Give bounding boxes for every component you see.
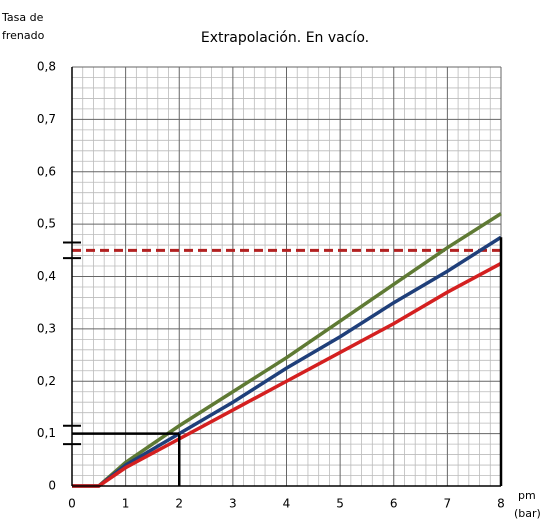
- series-line: [72, 261, 502, 488]
- y-tick-label: 0,5: [37, 217, 56, 231]
- y-tick-label: 0: [48, 479, 56, 493]
- y-tick-label: 0,3: [37, 321, 56, 335]
- x-tick-label: 2: [175, 497, 183, 511]
- x-tick-label: 3: [229, 497, 237, 511]
- y-tick-label: 0,4: [37, 269, 56, 283]
- y-tick-label: 0,7: [37, 112, 56, 126]
- y-axis-label: frenado: [2, 29, 45, 42]
- y-tick-label: 0,8: [37, 60, 56, 74]
- y-tick-label: 0,2: [37, 374, 56, 388]
- y-axis-label: Tasa de: [1, 11, 44, 24]
- x-tick-label: 7: [444, 497, 452, 511]
- x-axis-label: pm: [518, 489, 536, 502]
- x-axis-label: (bar): [514, 507, 541, 520]
- x-tick-label: 5: [336, 497, 344, 511]
- x-tick-label: 4: [283, 497, 291, 511]
- x-tick-label: 1: [122, 497, 130, 511]
- y-tick-label: 0,1: [37, 426, 56, 440]
- x-tick-label: 6: [390, 497, 398, 511]
- x-tick-label: 0: [68, 497, 76, 511]
- y-tick-label: 0,6: [37, 164, 56, 178]
- chart-title: Extrapolación. En vacío.: [201, 30, 369, 46]
- x-tick-label: 8: [497, 497, 505, 511]
